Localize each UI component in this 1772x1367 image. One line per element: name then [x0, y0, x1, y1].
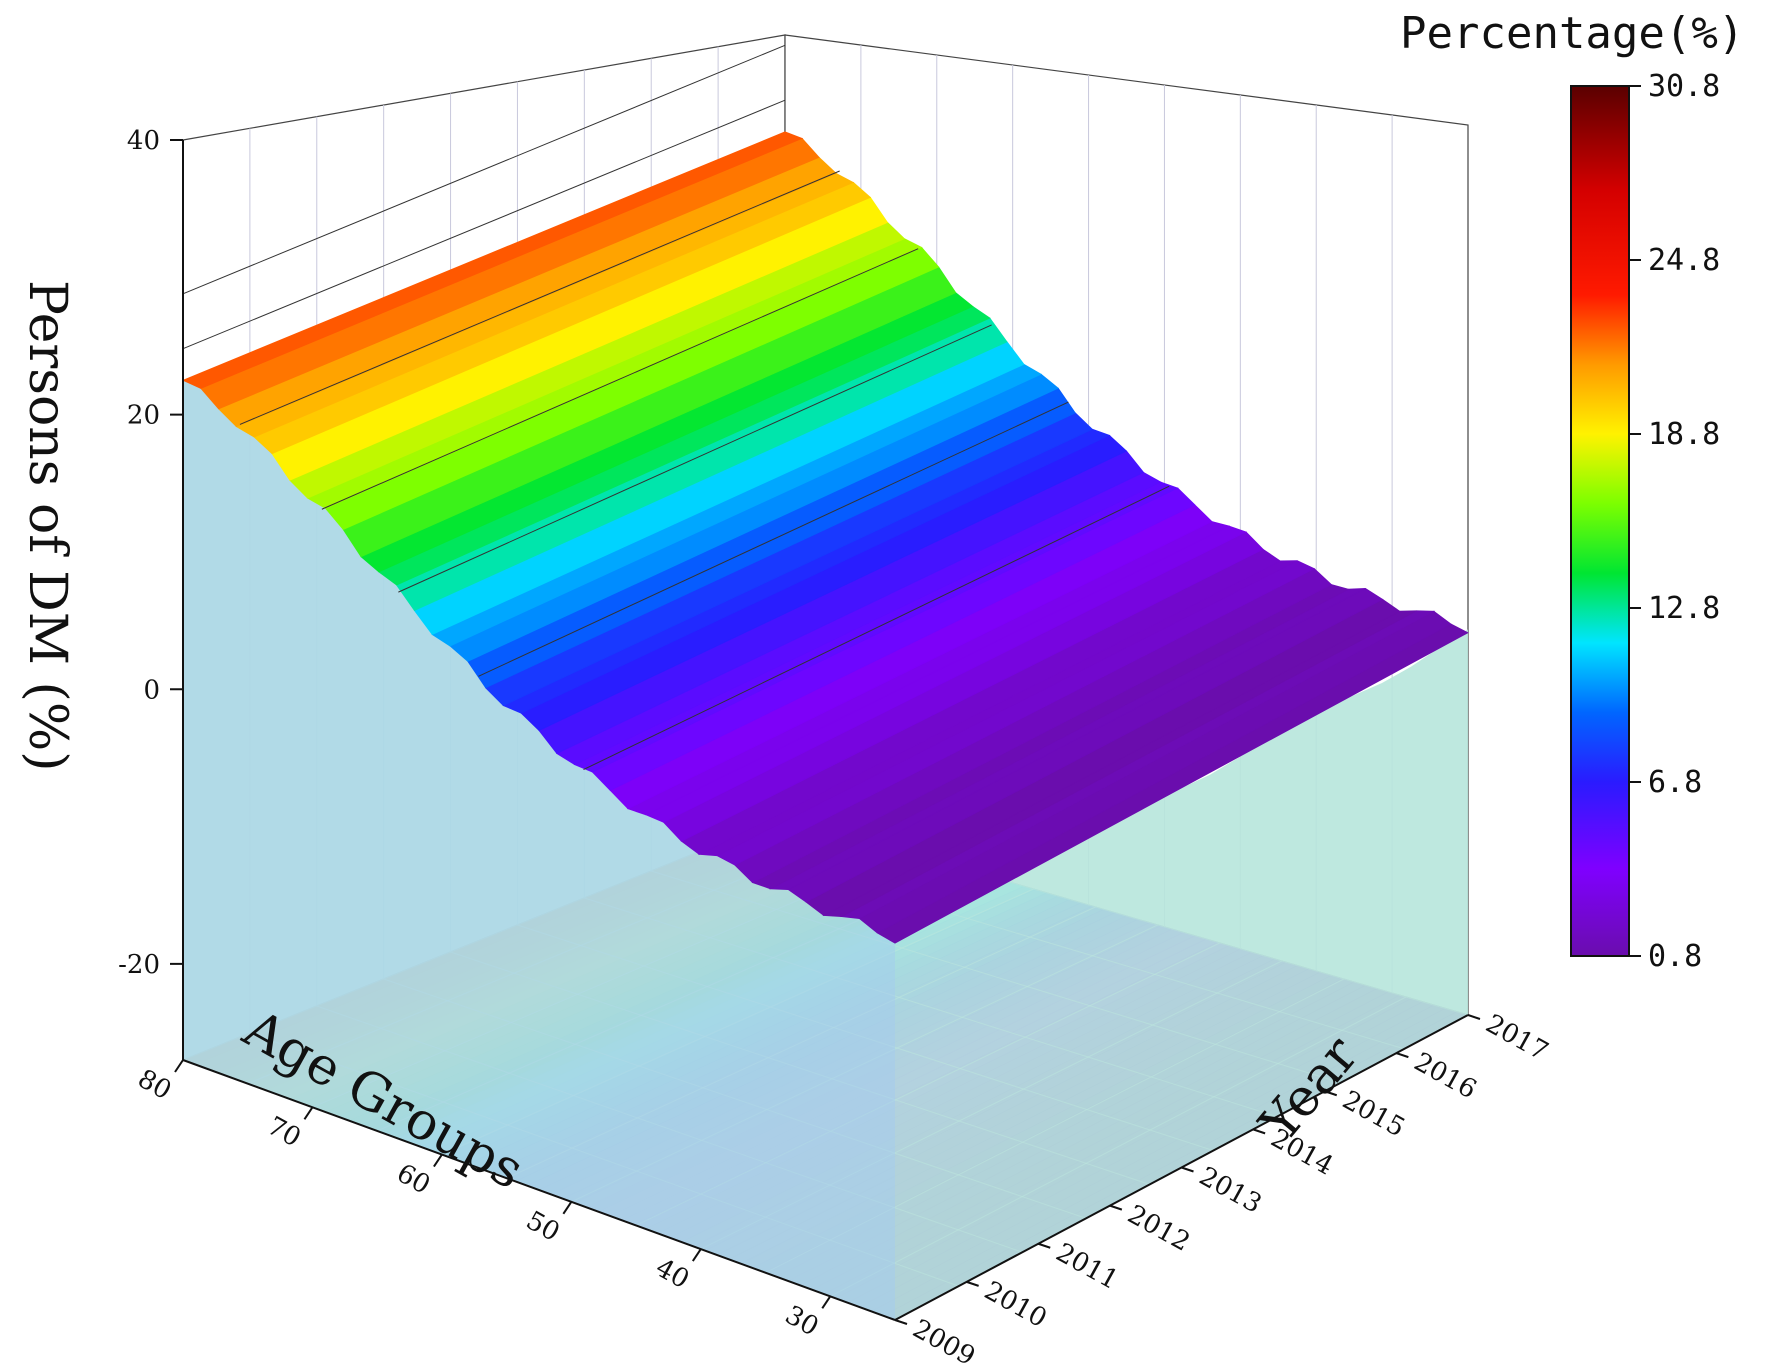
x-tick-label: 40	[650, 1253, 693, 1295]
colorbar-bar	[1570, 85, 1630, 957]
z-tick-label: 40	[127, 126, 160, 156]
x-axis-line	[182, 1059, 896, 1321]
colorbar-tick-label: 30.8	[1648, 69, 1720, 104]
surface-side-panel-year	[895, 629, 1468, 1320]
z-tick-label: 20	[127, 401, 160, 431]
x-tick	[174, 1059, 184, 1073]
x-tick-label: 60	[392, 1158, 435, 1200]
y-tick-label: 2017	[1481, 1009, 1553, 1067]
y-tick	[1467, 1014, 1481, 1020]
colorbar-tick-label: 6.8	[1648, 765, 1702, 800]
y-tick	[1252, 1128, 1266, 1135]
contour-line	[398, 324, 992, 593]
contour-line	[182, 99, 786, 350]
z-tick-label: -20	[118, 950, 160, 980]
y-tick	[894, 1319, 908, 1325]
surface-band	[181, 131, 804, 389]
x-tick-label: 50	[521, 1206, 564, 1248]
z-axis-title: Persons of DM (%)	[17, 280, 77, 772]
y-tick	[1324, 1090, 1338, 1097]
colorbar-tick-label: 0.8	[1648, 939, 1702, 974]
y-tick-label: 2010	[979, 1276, 1051, 1334]
y-tick-label: 2013	[1194, 1161, 1266, 1219]
colorbar-title: Percentage(%)	[1400, 8, 1744, 59]
x-tick	[691, 1248, 702, 1262]
colorbar: Percentage(%) 30.8 24.8 18.8 12.8 6.8 0.8	[1400, 8, 1744, 974]
x-tick-label: 70	[262, 1111, 305, 1153]
z-tick-label: 0	[143, 675, 160, 705]
y-tick	[1396, 1052, 1409, 1059]
y-tick	[1181, 1166, 1194, 1173]
colorbar-tick-label: 18.8	[1648, 417, 1720, 452]
chart-surface	[181, 44, 1469, 1320]
y-tick	[966, 1280, 979, 1287]
x-tick	[303, 1106, 314, 1120]
y-tick-label: 2011	[1051, 1238, 1123, 1296]
y-tick-label: 2016	[1409, 1047, 1481, 1105]
x-tick	[562, 1201, 573, 1215]
x-tick-label: 80	[133, 1064, 176, 1106]
y-tick	[1109, 1204, 1123, 1211]
contour-line	[321, 248, 919, 510]
colorbar-tick-label: 12.8	[1648, 591, 1720, 626]
colorbar-tick-label: 24.8	[1648, 243, 1720, 278]
y-tick-label: 2015	[1337, 1085, 1409, 1143]
colorbar-ticks: 30.8 24.8 18.8 12.8 6.8 0.8	[1629, 69, 1720, 974]
contour-line	[182, 44, 786, 295]
x-tick	[433, 1153, 443, 1168]
y-tick-label: 2012	[1122, 1200, 1194, 1258]
contour-line	[239, 170, 840, 425]
surface-side-panel-age	[183, 380, 895, 1320]
x-tick	[821, 1295, 832, 1309]
y-tick	[1037, 1242, 1051, 1249]
x-tick-label: 30	[780, 1300, 823, 1342]
contour-line	[583, 485, 1170, 771]
y-tick-label: 2009	[908, 1314, 980, 1367]
contour-line	[478, 401, 1069, 677]
